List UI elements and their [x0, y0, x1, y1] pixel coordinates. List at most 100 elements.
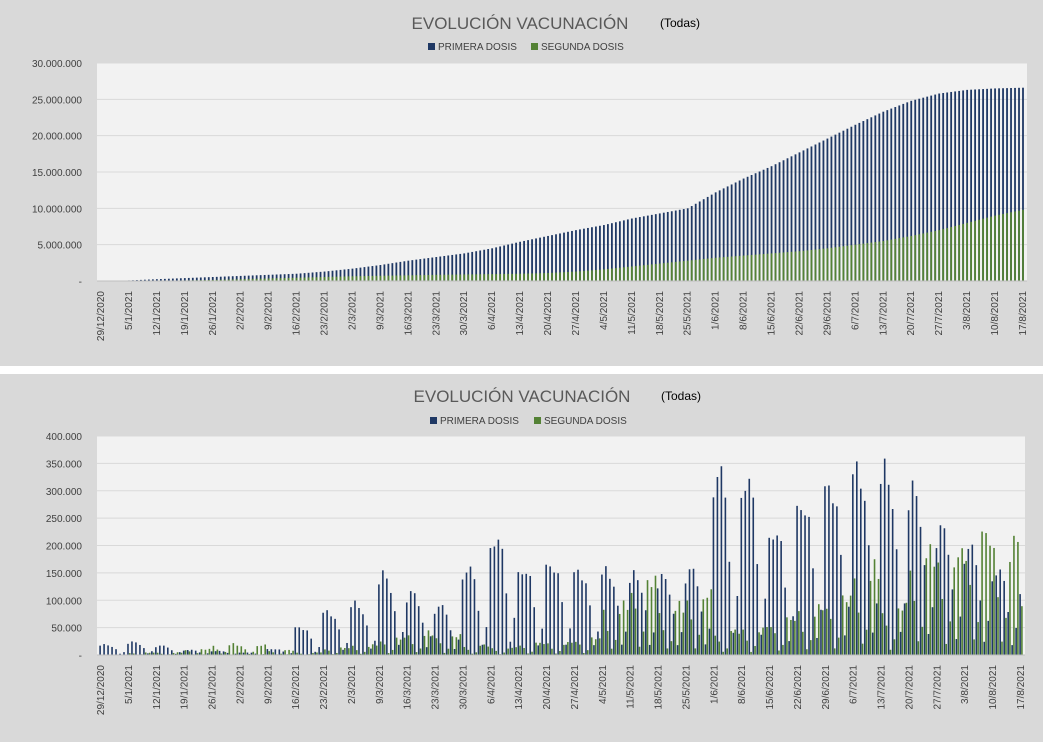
- x-tick-label: 16/3/2021: [403, 291, 414, 336]
- bar-primera: [780, 541, 782, 655]
- bar-segunda: [567, 271, 569, 281]
- bar-segunda: [475, 274, 478, 281]
- bar-primera: [182, 650, 185, 655]
- bar-primera: [978, 89, 980, 281]
- bar-segunda: [949, 621, 952, 655]
- bar-segunda: [894, 238, 897, 281]
- bar-primera: [115, 649, 117, 655]
- bar-segunda: [586, 650, 589, 655]
- bar-primera: [930, 95, 933, 281]
- bar-segunda: [272, 652, 274, 655]
- bar-segunda: [196, 653, 199, 655]
- bar-primera: [151, 279, 154, 281]
- bar-primera: [882, 111, 885, 281]
- bar-primera: [890, 108, 893, 281]
- gridlines: [97, 62, 1027, 246]
- bar-primera: [211, 277, 214, 281]
- bar-primera: [788, 641, 790, 655]
- bar-primera: [259, 275, 262, 281]
- x-tick-label: 29/6/2021: [822, 291, 833, 336]
- x-tick-label: 17/8/2021: [1018, 291, 1029, 336]
- bar-primera: [694, 203, 697, 281]
- bar-segunda: [264, 644, 266, 655]
- bar-primera: [910, 100, 913, 281]
- bar-primera: [315, 272, 318, 281]
- bar-segunda: [236, 645, 239, 655]
- bar-segunda: [802, 631, 804, 655]
- x-tick-label: 5/1/2021: [124, 665, 135, 704]
- bar-primera: [347, 269, 350, 281]
- bar-primera: [720, 466, 723, 655]
- bar-segunda: [144, 652, 147, 655]
- bar-segunda: [989, 545, 991, 655]
- bar-segunda: [439, 643, 442, 655]
- bar-primera: [469, 566, 472, 655]
- bar-segunda: [399, 639, 402, 655]
- bar-segunda: [487, 646, 490, 655]
- bar-segunda: [829, 618, 832, 655]
- bar-segunda: [443, 652, 446, 655]
- x-tick-label: 10/8/2021: [988, 665, 999, 710]
- bar-segunda: [925, 558, 928, 655]
- bar-segunda: [746, 640, 748, 655]
- bar-primera: [465, 572, 468, 655]
- bar-segunda: [825, 608, 828, 655]
- bar-primera: [159, 645, 161, 655]
- bar-primera: [525, 573, 528, 655]
- bar-segunda: [463, 646, 466, 655]
- bar-primera: [435, 257, 438, 281]
- bar-segunda: [929, 544, 932, 655]
- bar-segunda: [1022, 209, 1024, 281]
- bar-segunda: [247, 278, 250, 281]
- bar-primera: [986, 88, 988, 281]
- bar-primera: [379, 265, 382, 281]
- bar-segunda: [471, 653, 474, 655]
- bar-segunda: [232, 643, 235, 655]
- bar-segunda: [176, 652, 179, 655]
- bar-segunda: [841, 595, 844, 655]
- bar-segunda: [507, 273, 510, 281]
- bar-primera: [836, 506, 838, 655]
- bar-primera: [489, 548, 492, 655]
- bar-primera: [311, 272, 314, 281]
- bar-segunda: [1001, 641, 1003, 655]
- bar-primera: [838, 132, 841, 281]
- bar-primera: [350, 607, 352, 655]
- bar-segunda: [714, 257, 717, 281]
- bar-primera: [547, 235, 549, 281]
- bar-primera: [938, 93, 941, 282]
- bar-segunda: [770, 627, 772, 655]
- bar-segunda: [567, 642, 569, 655]
- bar-primera: [559, 233, 561, 281]
- bar-segunda: [710, 589, 713, 655]
- bar-segunda: [997, 597, 999, 655]
- bar-segunda: [698, 259, 701, 281]
- bar-segunda: [961, 548, 963, 655]
- bar-segunda: [275, 278, 278, 281]
- bar-segunda: [626, 609, 629, 655]
- bar-segunda: [921, 626, 924, 655]
- bar-primera: [682, 209, 685, 281]
- bar-primera: [210, 651, 213, 655]
- bar-segunda: [184, 650, 187, 655]
- bar-primera: [354, 600, 356, 655]
- bar-segunda: [930, 231, 933, 281]
- bar-primera: [135, 642, 137, 655]
- bar-primera: [238, 652, 241, 655]
- bar-primera: [199, 277, 202, 281]
- x-tick-label: 3/8/2021: [960, 665, 971, 704]
- bar-segunda: [216, 649, 219, 655]
- bar-primera: [939, 525, 942, 655]
- bar-segunda: [890, 239, 893, 281]
- bar-segunda: [678, 261, 681, 281]
- bar-segunda: [447, 648, 450, 655]
- x-tick-label: 9/2/2021: [263, 665, 274, 704]
- bar-segunda: [798, 611, 800, 655]
- bar-segunda: [235, 279, 238, 281]
- bar-primera: [1022, 87, 1024, 281]
- bar-segunda: [439, 274, 442, 281]
- x-tick-label: 29/12/2020: [96, 665, 107, 715]
- bar-primera: [1006, 88, 1008, 281]
- bar-segunda: [591, 270, 593, 281]
- bar-segunda: [459, 634, 462, 655]
